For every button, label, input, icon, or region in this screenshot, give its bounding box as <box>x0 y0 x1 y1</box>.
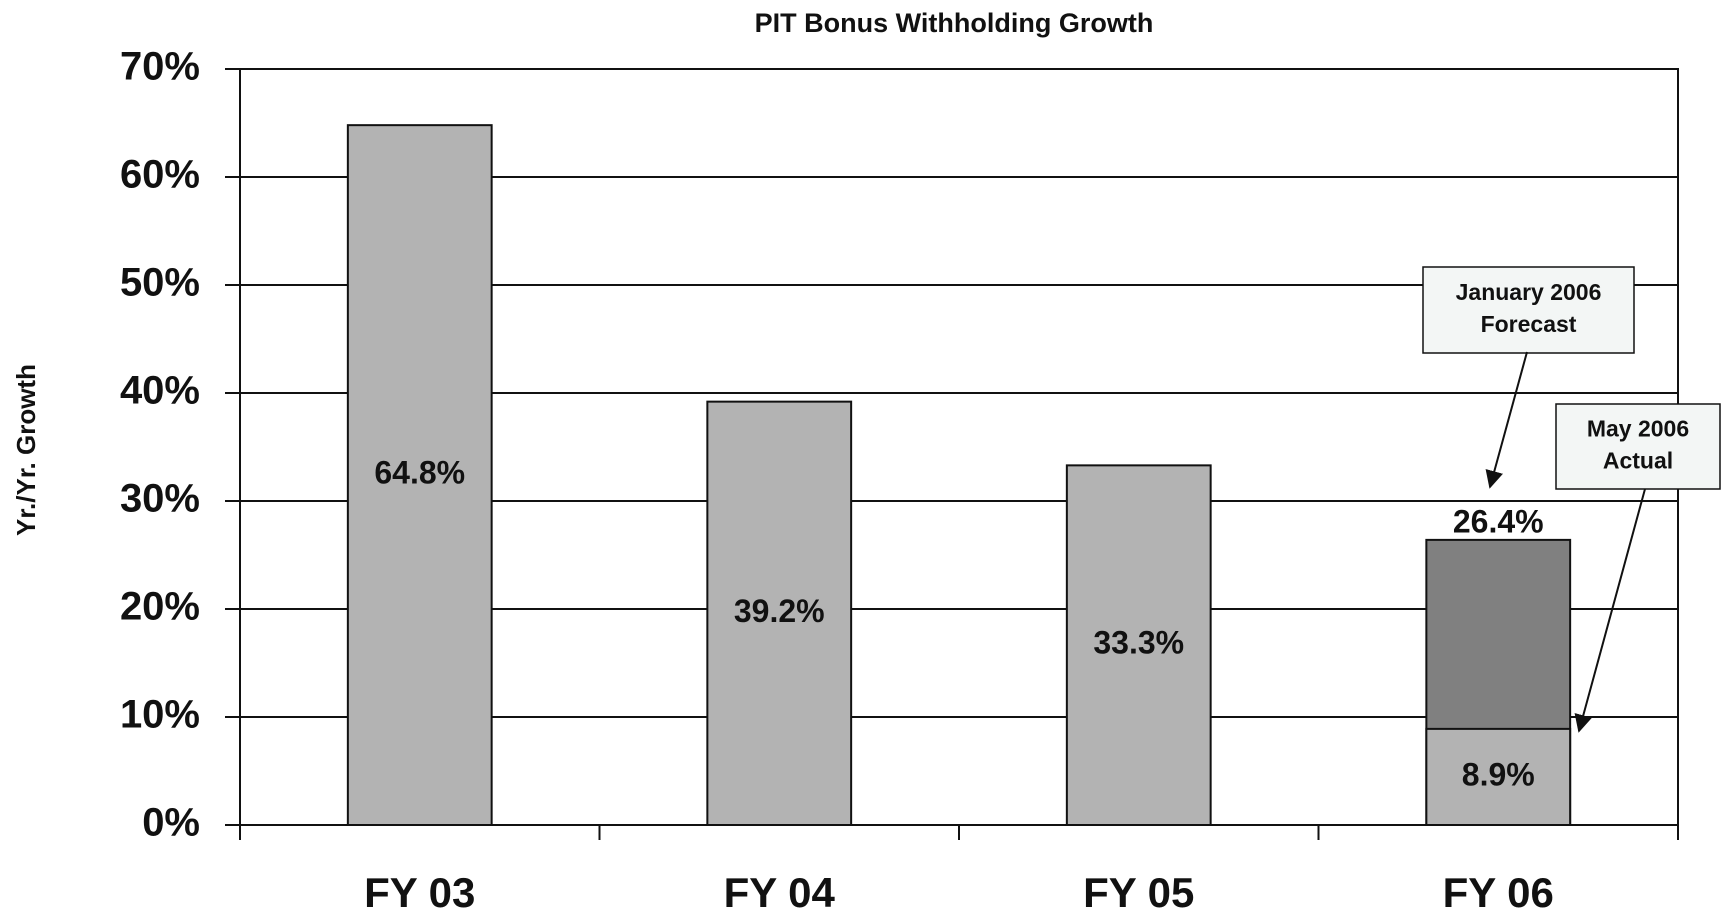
value-label: 26.4% <box>1453 503 1544 539</box>
bar <box>1425 727 1572 827</box>
bar <box>346 124 493 827</box>
x-tick-label: FY 06 <box>1443 869 1554 916</box>
annotation-arrow <box>1574 488 1646 733</box>
value-label: 64.8% <box>374 455 465 491</box>
y-tick-label: 20% <box>120 585 200 629</box>
value-label: 8.9% <box>1462 756 1535 792</box>
annotation-text: May 2006 <box>1587 416 1689 442</box>
y-tick-label: 0% <box>142 801 200 845</box>
x-tick-label: FY 05 <box>1083 869 1194 916</box>
y-tick-label: 50% <box>120 261 200 305</box>
chart-title: PIT Bonus Withholding Growth <box>755 8 1154 38</box>
y-tick-label: 30% <box>120 477 200 521</box>
annotation-arrow <box>1485 351 1528 489</box>
annotation-text: January 2006 <box>1456 279 1602 305</box>
bar <box>706 400 853 826</box>
y-tick-label: 70% <box>120 45 200 89</box>
x-tick-label: FY 03 <box>364 869 475 916</box>
value-label: 39.2% <box>734 593 825 629</box>
y-tick-label: 10% <box>120 693 200 737</box>
annotation-text: Forecast <box>1481 311 1577 337</box>
value-label: 33.3% <box>1093 625 1184 661</box>
y-tick-label: 60% <box>120 153 200 197</box>
annotation-text: Actual <box>1603 448 1673 474</box>
y-tick-label: 40% <box>120 369 200 413</box>
bar <box>1065 464 1212 826</box>
x-tick-label: FY 04 <box>724 869 836 916</box>
annotation-box <box>1555 403 1721 490</box>
y-axis-label: Yr./Yr. Growth <box>11 364 41 536</box>
annotation-box <box>1422 266 1635 354</box>
